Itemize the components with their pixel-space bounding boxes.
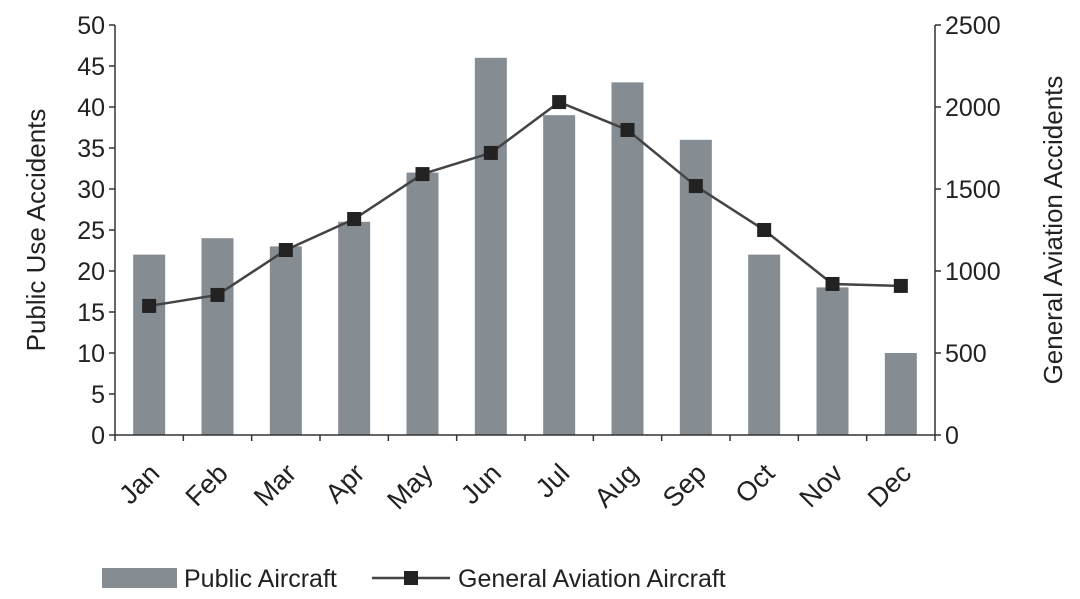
y2-tick-label: 2500 bbox=[945, 12, 1001, 40]
marker bbox=[893, 278, 908, 293]
bar bbox=[133, 254, 166, 435]
x-tick-label: Sep bbox=[657, 458, 712, 513]
y-tick-label: 25 bbox=[77, 217, 105, 245]
marker bbox=[757, 223, 772, 237]
y-tick-label: 30 bbox=[77, 176, 105, 204]
y-tick-label: 50 bbox=[77, 12, 105, 40]
y-tick-label: 20 bbox=[77, 258, 105, 286]
x-tick-label: Oct bbox=[729, 458, 780, 509]
marker bbox=[688, 179, 703, 194]
marker bbox=[415, 167, 430, 182]
legend-swatch bbox=[102, 568, 177, 588]
x-tick-label: Dec bbox=[862, 458, 917, 513]
bar bbox=[884, 353, 917, 435]
bar bbox=[543, 115, 576, 435]
bar bbox=[474, 57, 507, 436]
legend-label: General Aviation Aircraft bbox=[458, 565, 726, 593]
marker bbox=[347, 212, 362, 227]
marker bbox=[142, 298, 157, 313]
bar bbox=[201, 238, 234, 435]
y2-tick-label: 1500 bbox=[945, 176, 1001, 204]
x-tick-label: Jun bbox=[455, 458, 507, 510]
y-tick-label: 10 bbox=[77, 340, 105, 368]
y-tick-label: 15 bbox=[77, 299, 105, 327]
x-tick-label: Feb bbox=[180, 458, 234, 512]
y2-tick-label: 0 bbox=[945, 422, 959, 450]
legend-label: Public Aircraft bbox=[184, 565, 337, 593]
y2-tick-label: 500 bbox=[945, 340, 987, 368]
legend-swatch bbox=[404, 571, 418, 585]
x-tick-label: May bbox=[381, 458, 439, 516]
y2-tick-label: 1000 bbox=[945, 258, 1001, 286]
x-tick-label: Jan bbox=[113, 458, 165, 510]
y-tick-label: 0 bbox=[91, 422, 105, 450]
bar bbox=[611, 82, 644, 436]
y2-tick-label: 2000 bbox=[945, 94, 1001, 122]
marker bbox=[825, 276, 840, 291]
marker bbox=[278, 243, 293, 258]
y-tick-label: 40 bbox=[77, 94, 105, 122]
x-tick-label: Jul bbox=[530, 458, 576, 504]
y2-axis-title: General Aviation Accidents bbox=[1038, 76, 1068, 385]
bar bbox=[269, 246, 302, 435]
x-tick-label: Apr bbox=[319, 458, 370, 509]
line bbox=[148, 100, 901, 308]
bar bbox=[748, 254, 781, 435]
bar bbox=[338, 221, 371, 435]
marker bbox=[552, 95, 567, 110]
bar bbox=[406, 172, 439, 435]
x-tick-label: Nov bbox=[794, 458, 850, 514]
x-tick-label: Aug bbox=[589, 458, 644, 513]
marker bbox=[483, 145, 498, 160]
x-tick-label: Mar bbox=[248, 458, 302, 512]
bar bbox=[816, 287, 849, 435]
marker bbox=[620, 122, 635, 137]
y-tick-label: 45 bbox=[77, 53, 105, 81]
marker bbox=[210, 287, 225, 302]
y-tick-label: 35 bbox=[77, 135, 105, 163]
y-tick-label: 5 bbox=[91, 381, 105, 409]
y-axis-title: Public Use Accidents bbox=[21, 109, 51, 352]
